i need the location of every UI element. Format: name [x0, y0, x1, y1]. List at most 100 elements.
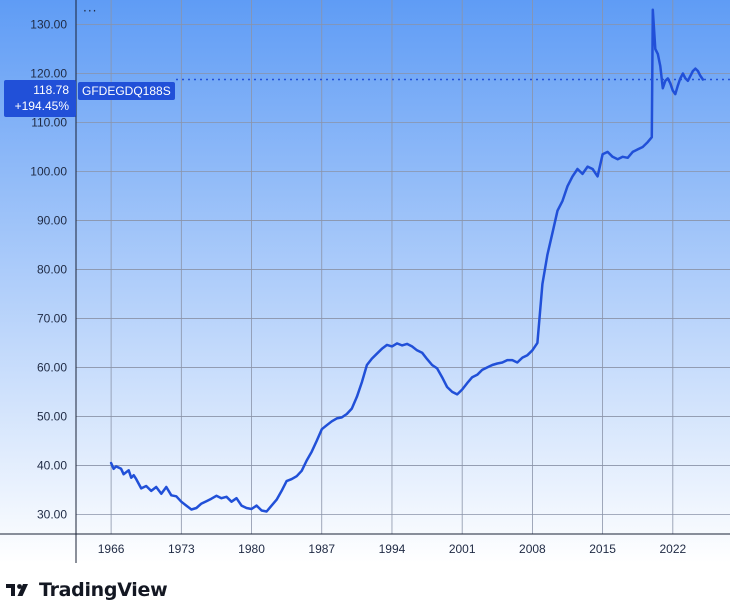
data-point [699, 75, 702, 77]
data-point [511, 359, 513, 361]
data-point [677, 85, 679, 87]
data-point [607, 151, 609, 153]
data-point [669, 82, 671, 84]
data-point [366, 364, 368, 366]
data-point [140, 487, 142, 489]
data-point [642, 146, 644, 148]
data-point [421, 352, 423, 354]
data-point [371, 358, 373, 360]
data-point [391, 345, 393, 347]
footer: TradingView [0, 573, 730, 603]
data-point [281, 490, 283, 492]
data-point [526, 354, 529, 356]
data-point [622, 156, 624, 158]
tradingview-logo[interactable]: TradingView [6, 579, 168, 601]
y-axis-ticks: 30.00 40.00 50.00 60.00 70.00 80.00 90.00 100.0… [30, 17, 67, 521]
x-tick-label: 2008 [519, 542, 546, 556]
last-value-label: 118.78 [33, 83, 69, 97]
data-point [190, 508, 192, 511]
data-point [230, 501, 233, 503]
data-point [471, 376, 473, 378]
data-point [627, 157, 629, 159]
data-point [250, 508, 253, 510]
data-point [531, 349, 534, 351]
data-point [351, 408, 353, 410]
tradingview-logo-icon [6, 584, 28, 596]
data-point [276, 499, 278, 501]
data-point [220, 497, 222, 499]
data-point [261, 509, 263, 512]
data-point [245, 507, 248, 509]
data-point [135, 478, 137, 480]
chart-area[interactable]: 30.00 40.00 50.00 60.00 70.00 80.00 90.00 100.0… [0, 0, 730, 563]
data-point [376, 353, 378, 355]
data-point [672, 90, 674, 92]
data-point [346, 413, 348, 415]
data-point [326, 424, 328, 426]
data-point [210, 498, 212, 500]
data-point [496, 362, 498, 365]
data-point [689, 75, 692, 77]
data-point [133, 474, 135, 476]
data-point [180, 501, 182, 503]
x-axis-ticks: 1966 1973 1980 1987 1994 2001 2008 2015 2022 [98, 542, 687, 556]
data-point [311, 451, 313, 453]
data-point [561, 200, 564, 202]
data-point [521, 357, 524, 359]
data-point [155, 486, 157, 488]
symbol-label: GFDEGDQ188S [78, 82, 175, 100]
data-point [664, 80, 666, 82]
data-point [225, 496, 228, 498]
data-point [215, 495, 217, 497]
data-point [662, 87, 664, 89]
y-tick-label: 40.00 [37, 458, 67, 472]
data-point [506, 359, 508, 361]
data-point [336, 417, 338, 419]
more-icon[interactable]: ··· [83, 4, 98, 18]
data-point [637, 148, 639, 150]
data-point [145, 485, 147, 487]
data-point [652, 9, 654, 11]
data-point [436, 367, 438, 369]
price-tag: 118.78 +194.45% [4, 80, 76, 117]
data-point [291, 478, 293, 480]
x-tick-label: 2022 [659, 542, 686, 556]
data-point [331, 420, 333, 422]
data-point [679, 77, 681, 79]
data-point [301, 470, 303, 472]
data-point [687, 80, 689, 82]
tradingview-wordmark: TradingView [39, 579, 168, 601]
x-tick-label: 1966 [98, 542, 125, 556]
data-point [581, 173, 584, 175]
x-tick-label: 1980 [238, 542, 265, 556]
data-point [426, 358, 428, 360]
x-tick-label: 1994 [379, 542, 406, 556]
y-tick-label: 130.00 [30, 17, 67, 31]
data-point [361, 381, 363, 383]
data-point [571, 175, 574, 177]
data-point [306, 459, 308, 462]
data-point [396, 342, 398, 344]
data-point [120, 468, 122, 470]
data-point [592, 168, 594, 170]
data-point [651, 136, 653, 138]
data-point [516, 361, 518, 364]
data-point [165, 486, 167, 488]
data-point [597, 175, 599, 177]
data-point [195, 507, 197, 509]
data-point [411, 345, 413, 347]
data-point [697, 70, 699, 72]
data-point [381, 348, 383, 350]
data-point [286, 480, 288, 482]
data-point [486, 366, 488, 368]
data-point [341, 416, 343, 418]
data-point [461, 388, 463, 391]
data-point [659, 65, 661, 67]
data-point [612, 156, 614, 158]
data-point [130, 477, 132, 479]
data-point [491, 364, 493, 366]
data-point [702, 78, 704, 81]
data-point [667, 77, 669, 79]
y-tick-label: 110.00 [31, 115, 67, 129]
data-point [113, 468, 115, 470]
